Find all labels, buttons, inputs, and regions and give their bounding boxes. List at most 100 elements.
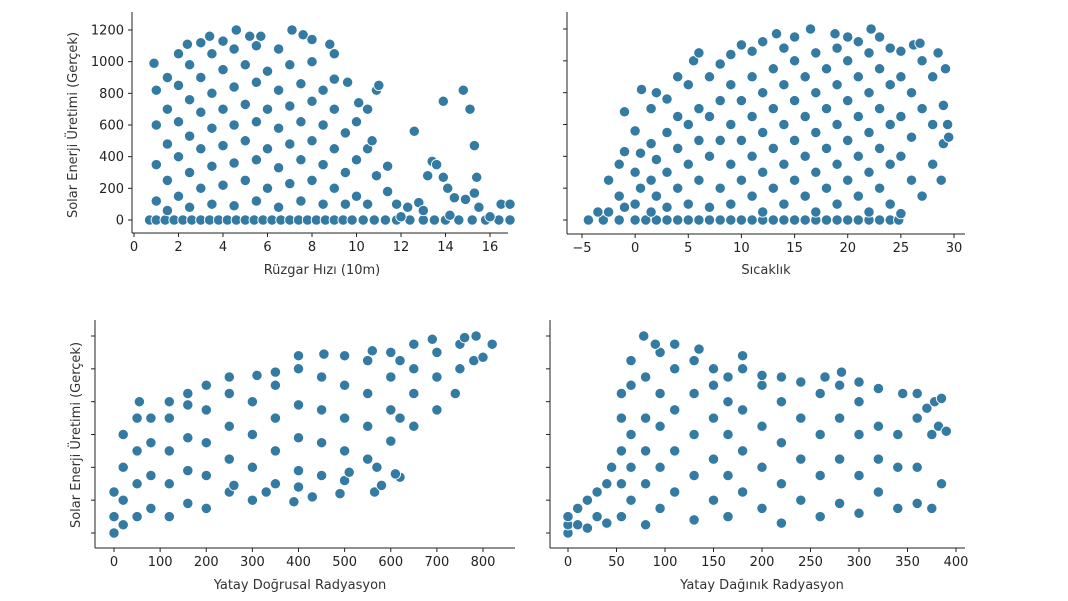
data-point: [795, 376, 807, 388]
data-point: [292, 481, 305, 493]
data-point: [317, 198, 329, 210]
data-point: [402, 201, 414, 213]
data-point: [334, 487, 346, 500]
data-point: [629, 125, 641, 137]
data-point: [251, 369, 263, 382]
data-point: [927, 158, 939, 170]
data-point: [788, 94, 801, 107]
data-point: [328, 73, 340, 85]
x-axis-label: Yatay Dağınık Radyasyon: [679, 578, 844, 593]
data-point: [601, 517, 613, 529]
data-point: [775, 437, 788, 449]
chart-diffuse-radiation: Yatay Dağınık Radyasyon 0 50 100 150 200 250 3…: [546, 320, 968, 593]
data-point: [269, 445, 282, 457]
data-point: [788, 214, 801, 226]
x-tick-label: 50: [608, 555, 625, 570]
data-point: [183, 94, 196, 106]
data-point: [306, 491, 318, 503]
data-point: [863, 206, 875, 218]
data-point: [872, 420, 885, 432]
data-point: [831, 158, 843, 170]
data-point: [650, 153, 663, 166]
data-point: [368, 486, 381, 498]
data-point: [183, 59, 196, 71]
data-point: [239, 59, 251, 71]
data-point: [688, 469, 700, 482]
data-point: [905, 174, 918, 186]
data-point: [661, 201, 673, 213]
data-point: [368, 214, 380, 226]
data-point: [703, 214, 716, 226]
data-point: [682, 118, 694, 131]
y-tick-label: 200: [99, 182, 124, 197]
data-point: [172, 48, 185, 60]
data-point: [161, 71, 174, 84]
data-point: [654, 346, 666, 359]
data-point: [911, 387, 923, 400]
data-point: [810, 126, 822, 139]
x-tick-label: 700: [424, 555, 449, 570]
data-point: [375, 479, 388, 492]
data-point: [223, 371, 235, 383]
data-point: [317, 119, 329, 131]
data-point: [362, 387, 374, 400]
data-point: [200, 502, 212, 515]
data-point: [613, 158, 625, 170]
data-point: [756, 369, 768, 382]
data-point: [916, 190, 928, 202]
data-point: [725, 198, 737, 210]
data-point: [778, 118, 790, 131]
data-point: [269, 379, 282, 391]
data-point: [618, 201, 631, 213]
data-point: [150, 158, 162, 171]
data-point: [778, 158, 790, 170]
x-tick-label: 5: [684, 241, 692, 256]
data-point: [394, 354, 406, 367]
data-point: [911, 497, 923, 510]
data-point: [504, 214, 516, 226]
data-point: [182, 432, 194, 444]
data-point: [339, 166, 352, 179]
data-point: [833, 412, 846, 424]
x-tick-label: 250: [798, 555, 823, 570]
data-point: [852, 150, 864, 162]
data-point: [381, 185, 394, 198]
data-point: [284, 138, 296, 150]
data-point: [288, 496, 300, 508]
data-point: [693, 214, 705, 226]
data-point: [795, 453, 807, 465]
data-point: [897, 387, 909, 400]
data-point: [672, 214, 684, 226]
data-point: [385, 435, 397, 447]
x-tick-label: 4: [219, 240, 227, 255]
data-point: [161, 204, 174, 217]
data-point: [408, 125, 420, 137]
data-point: [408, 338, 420, 350]
data-point: [863, 166, 875, 178]
data-point: [572, 519, 584, 531]
data-point: [339, 127, 352, 139]
data-point: [328, 103, 340, 115]
data-point: [338, 412, 351, 424]
data-point: [145, 502, 157, 515]
data-point: [338, 350, 351, 362]
data-point: [654, 420, 666, 432]
data-point: [172, 151, 185, 163]
data-point: [778, 42, 790, 54]
data-point: [572, 502, 584, 515]
data-point: [693, 174, 705, 186]
data-point: [246, 494, 259, 506]
data-point: [926, 428, 938, 441]
data-point: [353, 97, 365, 109]
y-tick-label: 600: [99, 119, 124, 134]
x-tick-label: 0: [631, 241, 639, 256]
data-point: [272, 43, 285, 55]
data-point: [195, 71, 207, 84]
data-point: [820, 214, 833, 226]
data-point: [269, 366, 282, 378]
data-point: [591, 486, 603, 498]
data-point: [661, 126, 673, 139]
data-point: [625, 379, 637, 391]
data-point: [629, 198, 641, 210]
data-point: [618, 145, 631, 158]
